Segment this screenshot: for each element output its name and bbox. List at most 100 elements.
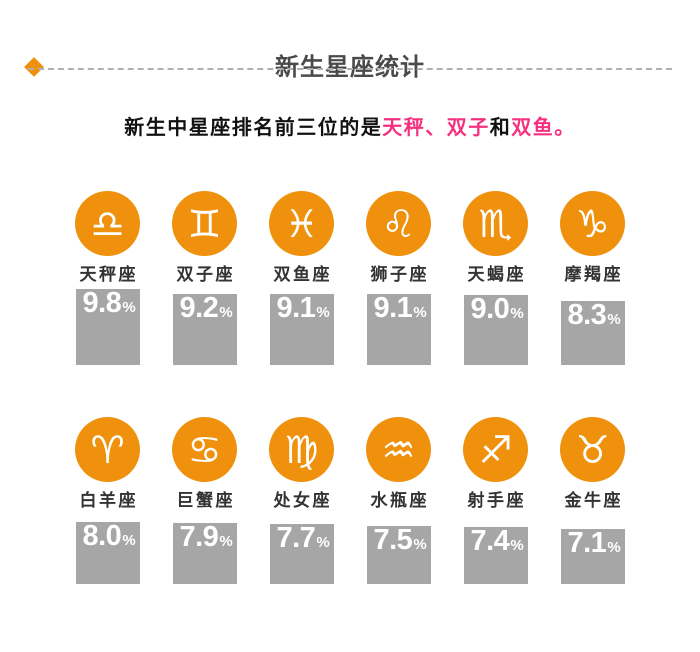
percentage-value: 9.0 — [470, 293, 510, 325]
percentage-bar: 9.1% — [269, 292, 334, 365]
bar-slot: 9.0% — [463, 288, 528, 365]
gemini-twins-icon: ♊ — [187, 201, 222, 246]
zodiac-icon-circle: ♓ — [269, 191, 334, 256]
zodiac-item-cancer: ♋ 巨蟹座 7.9% — [172, 417, 237, 584]
percent-sign: % — [316, 534, 330, 551]
zodiac-icon-circle: ♐ — [463, 417, 528, 482]
zodiac-icon-circle: ♌ — [366, 191, 431, 256]
percentage-bar: 9.1% — [366, 292, 431, 365]
percentage-value: 9.1 — [373, 292, 413, 324]
percent-sign: % — [607, 311, 621, 328]
zodiac-item-pisces: ♓ 双鱼座 9.1% — [269, 191, 334, 365]
pisces-fish-icon: ♓ — [284, 201, 319, 246]
zodiac-label: 双鱼座 — [273, 265, 332, 284]
percent-sign: % — [219, 304, 233, 321]
percentage-value: 7.4 — [470, 525, 510, 557]
zodiac-icon-circle: ♏ — [463, 191, 528, 256]
zodiac-item-aquarius: ♒ 水瓶座 7.5% — [366, 417, 431, 584]
zodiac-label: 狮子座 — [370, 265, 429, 284]
percentage-value: 9.2 — [179, 292, 219, 324]
zodiac-icon-circle: ♈ — [75, 417, 140, 482]
zodiac-label: 摩羯座 — [564, 265, 623, 284]
capricorn-goat-icon: ♑ — [575, 201, 610, 246]
zodiac-row-2: ♈ 白羊座 8.0% ♋ 巨蟹座 7.9% ♍ 处女座 7.7% ♒ 水瓶座 7… — [0, 417, 700, 584]
bar-slot: 9.8% — [75, 288, 140, 365]
zodiac-icon-circle: ♊ — [172, 191, 237, 256]
percent-sign: % — [607, 539, 621, 556]
leo-lion-icon: ♌ — [381, 201, 416, 246]
subtitle-text: 新生中星座排名前三位的是 — [124, 117, 383, 139]
percentage-bar: 9.0% — [463, 293, 528, 365]
subtitle-text-and: 和 — [489, 117, 512, 139]
percent-sign: % — [510, 537, 524, 554]
percent-sign: % — [316, 304, 330, 321]
zodiac-label: 天蝎座 — [467, 265, 526, 284]
zodiac-item-leo: ♌ 狮子座 9.1% — [366, 191, 431, 365]
bar-slot: 8.0% — [75, 514, 140, 584]
zodiac-item-sagittarius: ♐ 射手座 7.4% — [463, 417, 528, 584]
percentage-value: 8.0 — [82, 520, 122, 552]
zodiac-item-capricorn: ♑ 摩羯座 8.3% — [560, 191, 625, 365]
percentage-bar: 7.1% — [560, 527, 625, 584]
zodiac-label: 射手座 — [467, 491, 526, 510]
top-dashed-divider — [28, 68, 672, 70]
percentage-bar: 7.7% — [269, 522, 334, 584]
zodiac-item-virgo: ♍ 处女座 7.7% — [269, 417, 334, 584]
zodiac-label: 天秤座 — [79, 265, 138, 284]
taurus-bull-icon: ♉ — [575, 427, 610, 472]
zodiac-item-gemini: ♊ 双子座 9.2% — [172, 191, 237, 365]
zodiac-item-taurus: ♉ 金牛座 7.1% — [560, 417, 625, 584]
bar-slot: 9.1% — [366, 288, 431, 365]
zodiac-item-scorpio: ♏ 天蝎座 9.0% — [463, 191, 528, 365]
zodiac-icon-circle: ♉ — [560, 417, 625, 482]
bar-slot: 7.5% — [366, 514, 431, 584]
aries-ram-icon: ♈ — [90, 427, 125, 472]
sagittarius-bow-icon: ♐ — [478, 427, 513, 472]
zodiac-label: 金牛座 — [564, 491, 623, 510]
zodiac-icon-circle: ♍ — [269, 417, 334, 482]
zodiac-icon-circle: ♎ — [75, 191, 140, 256]
zodiac-icon-circle: ♑ — [560, 191, 625, 256]
percentage-bar: 7.9% — [172, 521, 237, 584]
virgo-maiden-icon: ♍ — [284, 427, 319, 472]
zodiac-item-aries: ♈ 白羊座 8.0% — [75, 417, 140, 584]
cancer-crab-icon: ♋ — [187, 427, 222, 472]
percentage-bar: 7.4% — [463, 525, 528, 584]
percent-sign: % — [413, 536, 427, 553]
percentage-value: 8.3 — [567, 299, 607, 331]
percentage-value: 7.7 — [276, 522, 316, 554]
subtitle-highlight-pisces: 双鱼。 — [511, 117, 576, 139]
subtitle: 新生中星座排名前三位的是天秤、双子和双鱼。 — [0, 118, 700, 138]
bar-slot: 7.1% — [560, 514, 625, 584]
percent-sign: % — [413, 304, 427, 321]
bar-slot: 7.7% — [269, 514, 334, 584]
bar-slot: 7.4% — [463, 514, 528, 584]
bar-slot: 8.3% — [560, 288, 625, 365]
libra-scales-icon: ♎ — [90, 201, 125, 246]
percentage-bar: 8.3% — [560, 299, 625, 365]
percentage-bar: 7.5% — [366, 524, 431, 584]
zodiac-label: 白羊座 — [79, 491, 138, 510]
zodiac-label: 水瓶座 — [370, 491, 429, 510]
zodiac-label: 双子座 — [176, 265, 235, 284]
page-title: 新生星座统计 — [275, 54, 425, 81]
percentage-bar: 9.8% — [75, 289, 140, 365]
bar-slot: 9.2% — [172, 288, 237, 365]
zodiac-icon-circle: ♒ — [366, 417, 431, 482]
percentage-value: 7.1 — [567, 527, 607, 559]
percentage-value: 9.1 — [276, 292, 316, 324]
bar-slot: 7.9% — [172, 514, 237, 584]
percent-sign: % — [122, 532, 136, 549]
percent-sign: % — [219, 533, 233, 550]
bar-slot: 9.1% — [269, 288, 334, 365]
percentage-bar: 8.0% — [75, 520, 140, 584]
aquarius-jug-icon: ♒ — [381, 427, 416, 472]
percent-sign: % — [510, 305, 524, 322]
zodiac-item-libra: ♎ 天秤座 9.8% — [75, 191, 140, 365]
percentage-value: 7.9 — [179, 521, 219, 553]
zodiac-row-1: ♎ 天秤座 9.8% ♊ 双子座 9.2% ♓ 双鱼座 9.1% ♌ 狮子座 9… — [0, 191, 700, 365]
percent-sign: % — [122, 299, 136, 316]
zodiac-label: 处女座 — [273, 491, 332, 510]
percentage-value: 7.5 — [373, 524, 413, 556]
zodiac-icon-circle: ♋ — [172, 417, 237, 482]
